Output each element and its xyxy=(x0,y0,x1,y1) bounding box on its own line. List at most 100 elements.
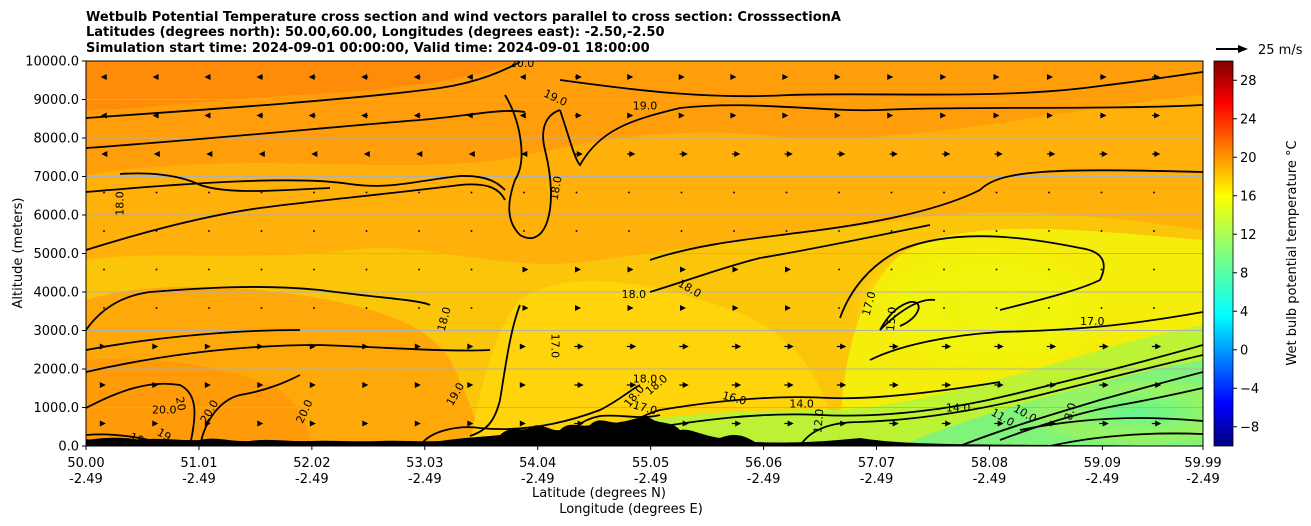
wind-vector xyxy=(733,191,735,194)
wind-vector xyxy=(628,191,630,194)
wind-vector-head xyxy=(945,420,952,427)
wind-vector-head xyxy=(256,74,263,80)
wind-vector-head xyxy=(575,266,581,273)
wind-vector-head xyxy=(1208,421,1214,427)
wind-vector-head xyxy=(735,420,742,427)
wind-vector xyxy=(365,191,368,194)
contour-label-text: 18.0 xyxy=(622,288,647,301)
contour-label-text: 17.0 xyxy=(860,290,879,317)
contour-line xyxy=(639,344,1203,431)
wind-vector xyxy=(838,307,840,309)
contour-label: 20.0 xyxy=(510,61,535,70)
colorbar-tick-label: 28 xyxy=(1240,74,1257,89)
wind-vector xyxy=(155,191,158,194)
y-axis: 0.0 1000.0 2000.0 3000.0 4000.0 5000.0 6000.0 7… xyxy=(25,55,86,455)
contour-lines xyxy=(86,61,1203,446)
colorbar-ticks: −8 −4 0 4 8 12 16 20 24 28 xyxy=(1233,74,1259,435)
quiver-key: 25 m/s xyxy=(1216,43,1303,58)
wind-vector-head xyxy=(362,420,369,427)
field-central-yellow xyxy=(470,281,840,446)
x-tick-label-lon: -2.49 xyxy=(860,472,894,487)
contour-label-text: 17.0 xyxy=(631,399,658,418)
wind-vector-head xyxy=(787,420,794,427)
y-tick-label: 8000.0 xyxy=(34,132,80,147)
wind-vector-head xyxy=(308,74,315,80)
wind-vector xyxy=(890,230,893,232)
x-tick-label-lon: -2.49 xyxy=(1186,472,1220,487)
wind-vector xyxy=(470,230,473,232)
wind-vector-head xyxy=(416,151,423,157)
wind-vector xyxy=(943,230,945,232)
wind-vector-head xyxy=(630,343,637,350)
wind-vector-head xyxy=(785,266,791,273)
wind-vector xyxy=(995,268,998,271)
contour-label: 17.0 xyxy=(631,399,658,418)
contour-label: 15.0 xyxy=(884,306,899,332)
wind-vector-head xyxy=(834,74,841,80)
chart-title-line-1: Wetbulb Potential Temperature cross sect… xyxy=(86,10,841,25)
wind-vector xyxy=(470,307,473,309)
contour-label: 16.0 xyxy=(721,389,748,408)
contour-line xyxy=(839,235,1105,319)
wind-vector-head xyxy=(152,74,159,80)
wind-vector-head xyxy=(204,420,211,427)
wind-vector xyxy=(943,268,945,271)
wind-vector-head xyxy=(1050,382,1057,388)
wind-vector-head xyxy=(627,266,634,273)
wind-vector-head xyxy=(997,382,1004,388)
field-mid-warm xyxy=(86,95,1203,264)
wind-vector-head xyxy=(1154,74,1161,80)
wind-vector-head xyxy=(1102,382,1109,388)
wind-vector-head xyxy=(1100,112,1107,119)
y-tick-label: 2000.0 xyxy=(34,363,80,378)
wind-vector-head xyxy=(311,151,318,157)
wind-vector xyxy=(1206,192,1208,194)
contour-label: 14.0 xyxy=(789,398,814,411)
wind-vector-head xyxy=(100,112,107,119)
contour-line xyxy=(959,371,1203,446)
wind-vector-head xyxy=(732,266,739,273)
wind-vector-head xyxy=(522,266,529,273)
wind-vector-head xyxy=(99,420,106,427)
x-axis: 50.00-2.4951.01-2.4952.02-2.4953.03-2.49… xyxy=(67,446,1222,487)
wind-vector xyxy=(103,268,105,271)
chart-title-line-2: Latitudes (degrees north): 50.00,60.00, … xyxy=(86,25,665,40)
wind-vector xyxy=(260,230,263,232)
field-left-hot xyxy=(86,358,310,446)
contour-label: 17.0 xyxy=(549,334,562,359)
wind-vector-head xyxy=(256,112,263,119)
wind-vector xyxy=(1048,268,1050,271)
wind-vector-head xyxy=(627,305,634,311)
y-tick-label: 5000.0 xyxy=(34,247,80,262)
wind-vector xyxy=(365,268,368,271)
wind-vector xyxy=(943,191,945,194)
wind-vector-head xyxy=(308,112,315,119)
wind-vector-head xyxy=(887,112,894,119)
wind-vector xyxy=(260,307,263,309)
wind-vector xyxy=(208,307,210,309)
wind-vector-head xyxy=(944,151,951,157)
contour-line xyxy=(799,354,1203,446)
wind-vector-head xyxy=(521,151,528,157)
wind-vector xyxy=(1206,269,1208,271)
wind-vector xyxy=(838,230,840,232)
contour-line xyxy=(1049,432,1203,446)
wind-vector xyxy=(628,230,630,232)
y-tick-label: 4000.0 xyxy=(34,286,80,301)
contour-line xyxy=(86,110,526,149)
contour-line xyxy=(649,224,931,293)
wind-vector xyxy=(260,268,263,271)
x-tick-label-lon: -2.49 xyxy=(295,472,329,487)
contour-line xyxy=(869,311,1203,361)
y-tick-label: 1000.0 xyxy=(34,401,80,416)
x-tick-label-lat: 50.00 xyxy=(67,456,104,471)
wind-vector-head xyxy=(577,382,584,388)
contour-label-text: 20.0 xyxy=(152,403,177,416)
colorbar-tick-label: −8 xyxy=(1240,420,1259,435)
wind-vector-head xyxy=(627,112,634,119)
wind-vector-head xyxy=(466,74,473,80)
wind-vector-head xyxy=(730,112,737,119)
x-tick-label-lon: -2.49 xyxy=(973,472,1007,487)
wind-vector-head xyxy=(1102,343,1109,350)
